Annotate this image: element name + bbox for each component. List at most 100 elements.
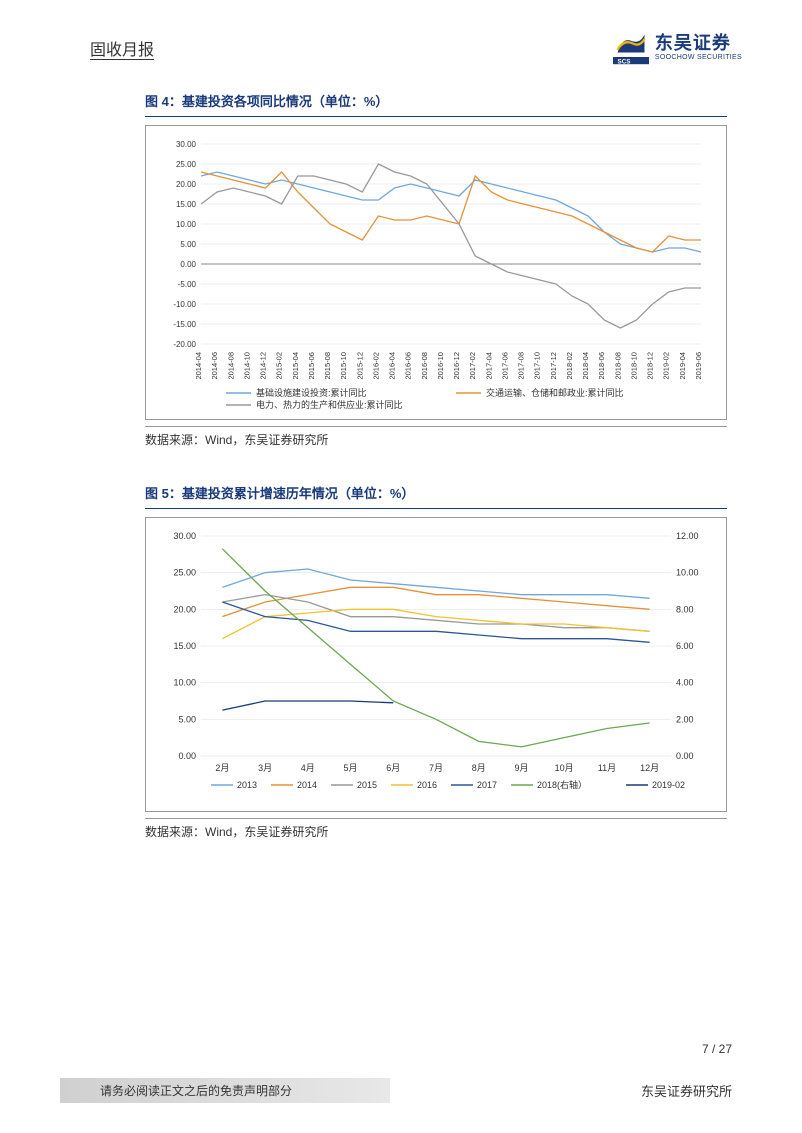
logo-text: 东吴证券 SOOCHOW SECURITIES <box>655 34 742 61</box>
svg-text:2月: 2月 <box>215 763 229 773</box>
svg-text:2017-08: 2017-08 <box>517 352 526 380</box>
svg-text:2016-08: 2016-08 <box>420 352 429 380</box>
svg-text:2017-02: 2017-02 <box>468 352 477 380</box>
svg-text:2018-04: 2018-04 <box>581 352 590 380</box>
figure-5-source: 数据来源：Wind，东吴证券研究所 <box>145 818 727 840</box>
svg-text:5月: 5月 <box>344 763 358 773</box>
svg-text:10月: 10月 <box>555 763 574 773</box>
svg-text:2015: 2015 <box>357 780 377 790</box>
report-type-title: 固收月报 <box>90 36 154 60</box>
main-content: 图 4：基建投资各项同比情况（单位：%） -20.00-15.00-10.00-… <box>0 76 802 840</box>
svg-text:2015-10: 2015-10 <box>339 352 348 380</box>
svg-text:2.00: 2.00 <box>676 714 694 724</box>
svg-text:2017-06: 2017-06 <box>500 352 509 380</box>
svg-text:30.00: 30.00 <box>173 531 196 541</box>
page-footer: 7 / 27 请务必阅读正文之后的免责声明部分 东吴证券研究所 <box>0 1042 802 1103</box>
svg-text:2014-12: 2014-12 <box>259 352 268 380</box>
svg-text:5.00: 5.00 <box>178 714 196 724</box>
svg-text:3月: 3月 <box>258 763 272 773</box>
figure-5-svg: 0.00 5.00 10.00 15.00 20.00 25.00 30.00 0.00 2.0… <box>156 526 716 806</box>
svg-text:2018-02: 2018-02 <box>565 352 574 380</box>
svg-text:11月: 11月 <box>598 763 616 773</box>
svg-text:2016-10: 2016-10 <box>436 352 445 380</box>
page-number: 7 / 27 <box>60 1042 742 1056</box>
svg-text:6.00: 6.00 <box>676 641 694 651</box>
footer-bar: 请务必阅读正文之后的免责声明部分 东吴证券研究所 <box>60 1078 742 1103</box>
svg-text:8月: 8月 <box>472 763 486 773</box>
svg-text:0.00: 0.00 <box>180 260 196 269</box>
svg-text:5.00: 5.00 <box>180 240 196 249</box>
svg-text:15.00: 15.00 <box>176 200 197 209</box>
svg-text:2019-02: 2019-02 <box>652 780 685 790</box>
figure-4-source: 数据来源：Wind，东吴证券研究所 <box>145 426 727 448</box>
svg-text:2018-12: 2018-12 <box>646 352 655 380</box>
svg-text:2016-04: 2016-04 <box>388 352 397 380</box>
svg-text:20.00: 20.00 <box>176 180 197 189</box>
svg-text:0.00: 0.00 <box>178 751 196 761</box>
svg-text:10.00: 10.00 <box>676 568 699 578</box>
svg-text:30.00: 30.00 <box>176 140 197 149</box>
disclaimer-text: 请务必阅读正文之后的免责声明部分 <box>60 1078 390 1103</box>
svg-text:2014-06: 2014-06 <box>210 352 219 380</box>
svg-text:2016-02: 2016-02 <box>371 352 380 380</box>
svg-text:25.00: 25.00 <box>173 568 196 578</box>
svg-text:交通运输、仓储和邮政业:累计同比: 交通运输、仓储和邮政业:累计同比 <box>486 387 624 398</box>
svg-text:2018(右轴）: 2018(右轴） <box>537 779 587 790</box>
figure-4-title: 图 4：基建投资各项同比情况（单位：%） <box>145 91 727 117</box>
svg-text:2014-08: 2014-08 <box>226 352 235 380</box>
svg-text:0.00: 0.00 <box>676 751 694 761</box>
svg-text:2016: 2016 <box>417 780 437 790</box>
brand-logo: SCS 东吴证券 SOOCHOW SECURITIES <box>613 30 742 66</box>
svg-text:9月: 9月 <box>514 763 528 773</box>
svg-text:2018-10: 2018-10 <box>629 352 638 380</box>
svg-text:2018-08: 2018-08 <box>613 352 622 380</box>
svg-text:2017: 2017 <box>477 780 497 790</box>
svg-text:20.00: 20.00 <box>173 604 196 614</box>
svg-text:2019-04: 2019-04 <box>678 352 687 380</box>
figure-4-svg: -20.00 -15.00 -10.00 -5.00 0.00 5.00 10.00 15.0… <box>156 134 716 414</box>
svg-text:2019-02: 2019-02 <box>662 352 671 380</box>
logo-cn: 东吴证券 <box>655 34 742 54</box>
figure-5-block: 图 5：基建投资累计增速历年情况（单位：%） 0.00 5.00 10.00 15.0… <box>145 483 727 840</box>
soochow-logo-icon: SCS <box>613 30 649 66</box>
svg-text:12.00: 12.00 <box>676 531 699 541</box>
svg-text:2013: 2013 <box>237 780 257 790</box>
svg-text:2015-02: 2015-02 <box>275 352 284 380</box>
figure-5-title: 图 5：基建投资累计增速历年情况（单位：%） <box>145 483 727 509</box>
svg-text:-10.00: -10.00 <box>173 300 196 309</box>
svg-text:6月: 6月 <box>386 763 400 773</box>
svg-text:25.00: 25.00 <box>176 160 197 169</box>
svg-text:8.00: 8.00 <box>676 604 694 614</box>
svg-text:2017-04: 2017-04 <box>484 352 493 380</box>
svg-text:12月: 12月 <box>640 763 659 773</box>
svg-text:2017-12: 2017-12 <box>549 352 558 380</box>
svg-text:-5.00: -5.00 <box>178 280 197 289</box>
svg-text:2015-06: 2015-06 <box>307 352 316 380</box>
institute-name: 东吴证券研究所 <box>641 1081 742 1100</box>
svg-text:7月: 7月 <box>429 763 443 773</box>
figure-4-chart: -20.00 -15.00 -10.00 -5.00 0.00 5.00 10.00 15.0… <box>145 125 727 420</box>
svg-text:4月: 4月 <box>301 763 315 773</box>
svg-text:10.00: 10.00 <box>176 220 197 229</box>
svg-text:电力、热力的生产和供应业:累计同比: 电力、热力的生产和供应业:累计同比 <box>256 399 403 410</box>
svg-text:2016-12: 2016-12 <box>452 352 461 380</box>
svg-text:2018-06: 2018-06 <box>597 352 606 380</box>
svg-text:2016-06: 2016-06 <box>404 352 413 380</box>
svg-text:2014-04: 2014-04 <box>194 352 203 380</box>
svg-text:2014-10: 2014-10 <box>242 352 251 380</box>
svg-text:2015-12: 2015-12 <box>355 352 364 380</box>
svg-text:15.00: 15.00 <box>173 641 196 651</box>
logo-en: SOOCHOW SECURITIES <box>655 54 742 62</box>
svg-text:-15.00: -15.00 <box>173 320 196 329</box>
figure-5-chart: 0.00 5.00 10.00 15.00 20.00 25.00 30.00 0.00 2.0… <box>145 517 727 812</box>
svg-text:2015-04: 2015-04 <box>291 352 300 380</box>
svg-text:-20.00: -20.00 <box>173 340 196 349</box>
svg-text:2017-10: 2017-10 <box>533 352 542 380</box>
svg-text:10.00: 10.00 <box>173 678 196 688</box>
svg-text:基础设施建设投资:累计同比: 基础设施建设投资:累计同比 <box>256 387 367 398</box>
page-header: 固收月报 SCS 东吴证券 SOOCHOW SECURITIES <box>0 0 802 76</box>
svg-text:2014: 2014 <box>297 780 317 790</box>
figure-4-block: 图 4：基建投资各项同比情况（单位：%） -20.00-15.00-10.00-… <box>145 91 727 448</box>
svg-text:SCS: SCS <box>617 58 630 65</box>
svg-text:2015-08: 2015-08 <box>323 352 332 380</box>
